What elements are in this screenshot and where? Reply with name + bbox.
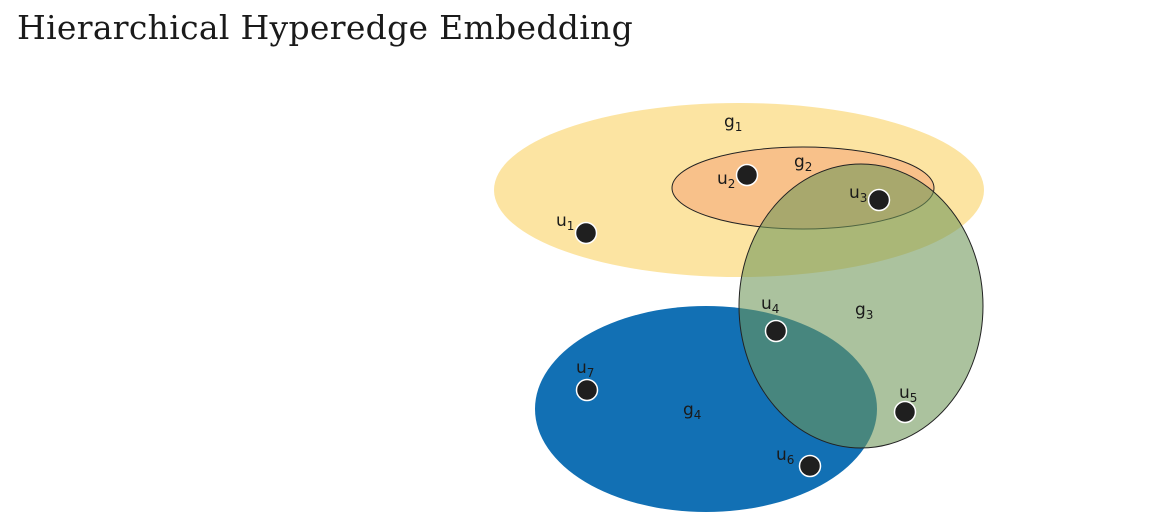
page-title: Hierarchical Hyperedge Embedding xyxy=(17,8,634,47)
label-u4: u4 xyxy=(761,294,779,316)
label-g2: g2 xyxy=(794,152,812,174)
label-g4: g4 xyxy=(683,400,701,422)
node-u4 xyxy=(764,319,788,343)
node-u7 xyxy=(575,378,599,402)
label-g1: g1 xyxy=(724,112,742,134)
label-u7: u7 xyxy=(576,358,594,380)
label-u3: u3 xyxy=(849,183,867,205)
label-g3: g3 xyxy=(855,300,873,322)
node-u1 xyxy=(574,221,598,245)
node-u3 xyxy=(867,188,891,212)
label-u6: u6 xyxy=(776,445,794,467)
node-u2 xyxy=(735,163,759,187)
label-u5: u5 xyxy=(899,383,917,405)
node-u6 xyxy=(798,454,822,478)
hyperedge-g3 xyxy=(738,163,984,449)
node-u5 xyxy=(893,400,917,424)
label-u2: u2 xyxy=(717,169,735,191)
label-u1: u1 xyxy=(556,211,574,233)
